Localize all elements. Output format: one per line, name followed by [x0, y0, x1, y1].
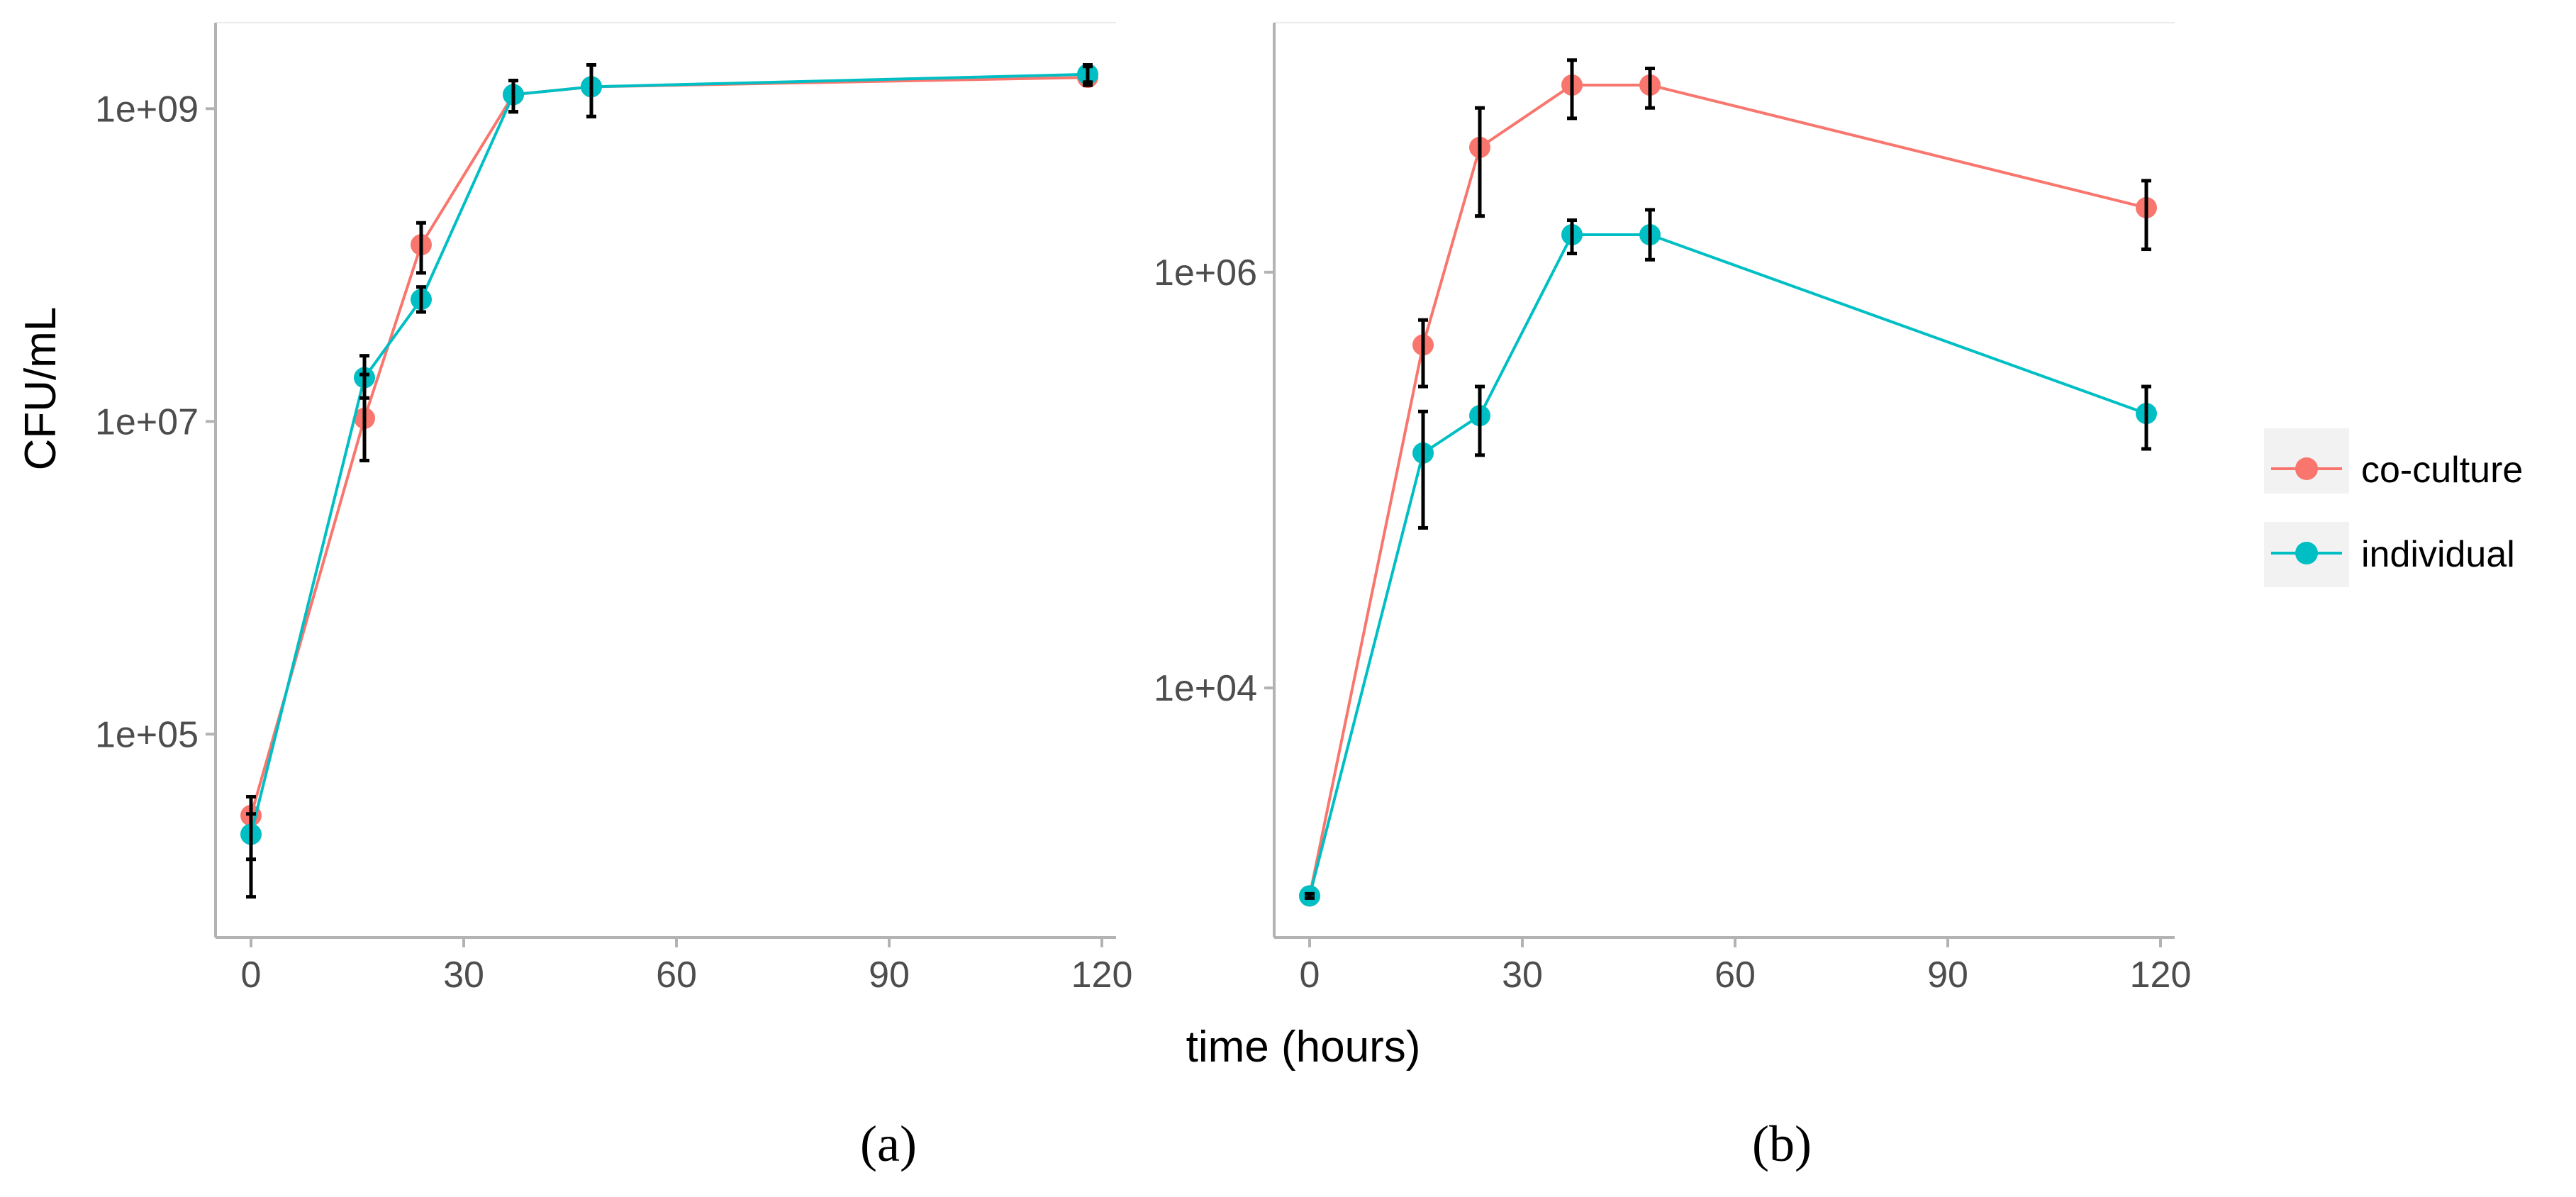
panel-b-chart: 0 30 60 90 120 1e+04 1e+06 time (hours) (b)	[1154, 22, 2191, 1172]
legend-label-co-culture: co-culture	[2361, 450, 2523, 491]
panel-a-errorbar-individual-37	[508, 79, 518, 114]
panel-b-x-tick-label-60: 60	[1714, 954, 1756, 996]
panel-a-line-individual	[250, 72, 1088, 835]
panel-b-line-individual	[1308, 233, 2147, 896]
panel-b-line-co-culture	[1308, 84, 2147, 896]
panel-a-x-tick-label-90: 90	[869, 954, 910, 996]
panel-b-errorbar-individual-24	[1475, 384, 1485, 457]
panel-b-errorbar-individual-16	[1418, 409, 1428, 530]
panel-b-errorbar-co-culture-37	[1567, 58, 1577, 121]
panel-b-ticks: 0 30 60 90 120 1e+04 1e+06	[1154, 252, 2191, 996]
panel-b-errorbar-co-culture-16	[1418, 318, 1428, 389]
panel-a-errorbar-individual-0	[246, 812, 256, 899]
legend-label-individual: individual	[2361, 534, 2515, 575]
panel-a-x-tick-label-30: 30	[443, 954, 484, 996]
panel-b-y-tick-label-6: 1e+06	[1154, 252, 1257, 294]
panel-b-errorbar-individual-37	[1567, 218, 1577, 255]
panel-a-errorbar-individual-24	[416, 285, 426, 314]
panel-a-marks	[240, 63, 1098, 899]
panel-b-plot-background	[1274, 23, 2175, 937]
panel-a-errorbar-individual-16	[359, 354, 369, 400]
legend-point-individual	[2295, 542, 2318, 564]
panel-b-x-tick-label-90: 90	[1927, 954, 1968, 996]
panel-b-caption: (b)	[1752, 1115, 1812, 1172]
panel-a-errorbar-individual-48	[586, 63, 596, 118]
panel-a-x-tick-label-120: 120	[1071, 954, 1133, 996]
panel-b-errorbar-co-culture-24	[1475, 106, 1485, 218]
panel-b-marks	[1299, 58, 2157, 907]
panel-b-errorbar-individual-0	[1305, 891, 1315, 900]
panel-a-ticks: 0 30 60 90 120 1e+05 1e+07 1e+09	[95, 89, 1132, 996]
panel-a-caption: (a)	[860, 1115, 917, 1172]
panel-b-x-tick-label-30: 30	[1502, 954, 1543, 996]
panel-b-errorbar-individual-118	[2141, 384, 2151, 451]
panel-b-errorbar-individual-48	[1645, 208, 1655, 262]
panel-a-y-tick-label-9: 1e+09	[95, 89, 199, 130]
panel-a-y-tick-label-7: 1e+07	[95, 401, 199, 442]
panel-a-x-tick-label-60: 60	[656, 954, 697, 996]
panel-a-errorbar-co-culture-24	[416, 221, 426, 275]
panel-b-x-tick-label-0: 0	[1300, 954, 1320, 996]
panel-a-y-tick-label-5: 1e+05	[95, 714, 199, 755]
legend-point-co-culture	[2295, 457, 2318, 480]
x-axis-title: time (hours)	[1186, 1023, 1421, 1071]
panel-b-y-tick-label-4: 1e+04	[1154, 668, 1257, 709]
panel-a-y-axis-title: CFU/mL	[16, 307, 65, 471]
panel-b-errorbar-co-culture-118	[2141, 179, 2151, 252]
panel-a-x-tick-label-0: 0	[241, 954, 262, 996]
panel-b-errorbar-co-culture-48	[1645, 67, 1655, 110]
panel-b-x-tick-label-120: 120	[2130, 954, 2192, 996]
legend: co-culture individual	[2264, 428, 2523, 587]
panel-a-chart: 0 30 60 90 120 1e+05 1e+07 1e+09 CFU/mL (a)	[16, 22, 1132, 1172]
panel-a-plot-background	[216, 23, 1116, 937]
panel-a-errorbar-individual-118	[1083, 63, 1093, 84]
